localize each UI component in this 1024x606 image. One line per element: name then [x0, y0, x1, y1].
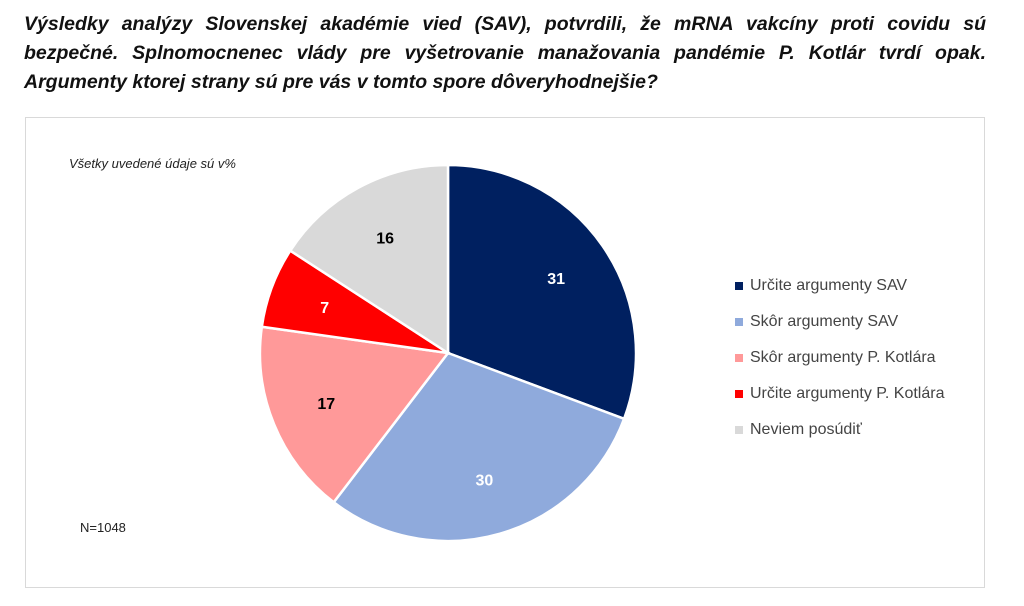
legend-swatch — [735, 318, 743, 326]
data-label: 30 — [475, 472, 493, 489]
pie-slice — [331, 351, 626, 543]
legend: Určite argumenty SAV Skôr argumenty SAV Sk… — [735, 268, 944, 448]
chart-frame — [25, 117, 985, 588]
data-label: 31 — [547, 271, 565, 288]
legend-swatch — [735, 426, 743, 434]
legend-item: Skôr argumenty SAV — [735, 304, 944, 340]
legend-label: Neviem posúdiť — [750, 421, 862, 438]
pie-slice — [446, 163, 638, 421]
pie-slice — [258, 325, 451, 505]
data-label: 16 — [376, 230, 394, 247]
legend-swatch — [735, 390, 743, 398]
chart-title: Výsledky analýzy Slovenskej akadémie vie… — [24, 13, 986, 93]
units-note: Všetky uvedené údaje sú v% — [69, 156, 236, 171]
legend-label: Skôr argumenty SAV — [750, 313, 899, 330]
legend-item: Určite argumenty SAV — [735, 268, 944, 304]
pie-slice — [288, 163, 450, 356]
legend-item: Určite argumenty P. Kotlára — [735, 376, 944, 412]
legend-swatch — [735, 354, 743, 362]
legend-item: Skôr argumenty P. Kotlára — [735, 340, 944, 376]
legend-label: Určite argumenty P. Kotlára — [750, 385, 945, 402]
legend-label: Určite argumenty SAV — [750, 277, 908, 294]
legend-swatch — [735, 282, 743, 290]
legend-label: Skôr argumenty P. Kotlára — [750, 349, 936, 366]
data-label: 17 — [317, 396, 335, 413]
sample-size: N=1048 — [80, 520, 126, 535]
legend-item: Neviem posúdiť — [735, 412, 944, 448]
data-label: 7 — [320, 300, 329, 317]
